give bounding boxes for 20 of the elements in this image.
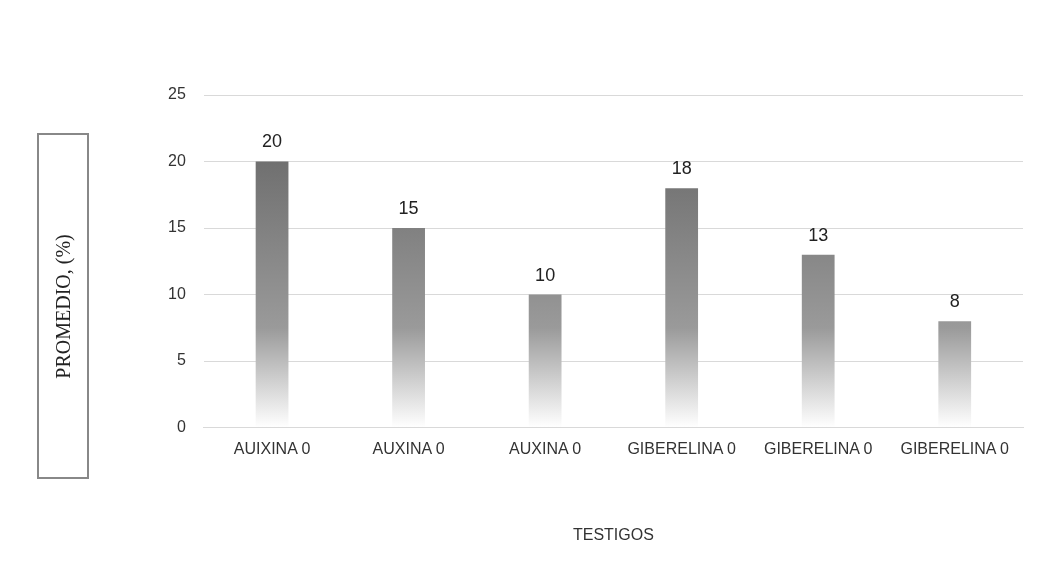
data-label: 13 — [808, 224, 829, 245]
data-label: 15 — [398, 198, 419, 219]
data-label: 18 — [671, 158, 692, 179]
y-tick-label: 0 — [176, 418, 186, 436]
x-tick-label: AUIXINA 0 — [233, 439, 311, 457]
x-tick-label: GIBERELINA 0 — [627, 439, 737, 457]
x-tick-label: GIBERELINA 0 — [900, 439, 1010, 457]
data-label: 8 — [949, 291, 960, 312]
y-tick-label: 10 — [168, 284, 186, 302]
x-tick-label: GIBERELINA 0 — [763, 439, 873, 457]
y-axis-title: PROMEDIO, (%) — [51, 233, 75, 379]
x-tick-label: AUXINA 0 — [509, 439, 582, 457]
x-axis-title: TESTIGOS — [572, 525, 654, 543]
data-label: 20 — [262, 131, 283, 152]
y-tick-label: 5 — [176, 351, 186, 369]
y-tick-label: 15 — [168, 218, 186, 236]
y-tick-label: 25 — [168, 85, 186, 103]
data-label: 10 — [535, 264, 556, 285]
x-tick-label: AUXINA 0 — [372, 439, 445, 457]
y-tick-label: 20 — [168, 151, 186, 169]
